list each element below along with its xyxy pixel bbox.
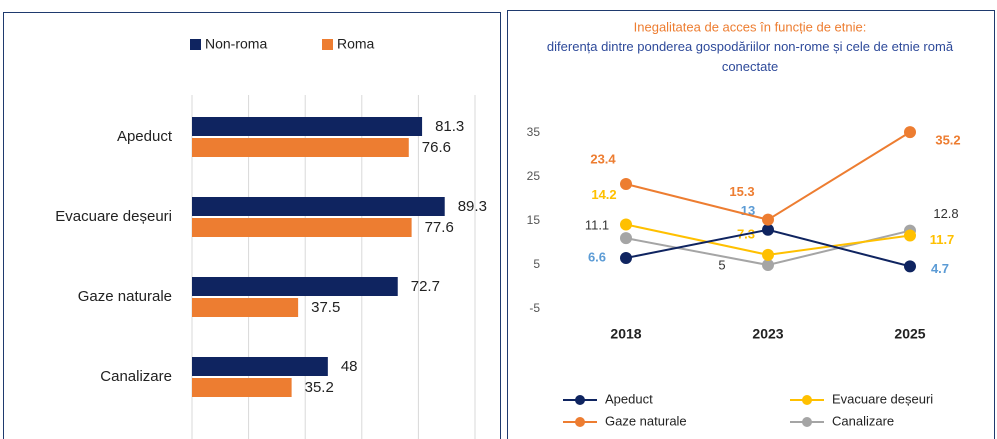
y-tick-label: 15 [527,213,541,227]
bar [192,138,409,157]
point [762,248,774,261]
y-tick-label: 25 [527,169,541,183]
x-tick-label: 2018 [610,326,641,342]
data-label: 35.2 [935,133,960,148]
point [620,232,632,245]
y-tick-label: Gaze naturale [78,288,172,305]
point [620,251,632,264]
point [620,218,632,231]
y-tick-label: Evacuare deșeuri [55,208,172,225]
legend-label: Evacuare deșeuri [832,391,933,406]
legend-swatch [190,39,201,50]
y-tick-label: Apeduct [117,128,173,145]
bar [192,197,445,216]
y-tick-label: 35 [527,125,541,139]
y-tick-label: Canalizare [100,368,172,385]
legend-label: Non-roma [205,36,267,52]
data-label: 81.3 [435,118,464,135]
bar [192,357,328,376]
data-label: 23.4 [590,151,616,166]
data-label: 4.7 [931,261,949,276]
data-label: 6.6 [588,249,606,264]
point [904,126,916,139]
legend-label: Roma [337,36,375,52]
y-tick-label: 5 [533,257,540,271]
chart-subtitle: diferența dintre ponderea gospodăriilor … [546,39,954,74]
data-label: 11.7 [930,232,955,247]
legend-label: Apeduct [605,391,653,406]
chart-title: Inegalitatea de acces în funcție de etni… [634,19,867,34]
legend-label: Canalizare [832,413,894,428]
bar [192,298,299,317]
subtitle-box: diferența dintre ponderea gospodăriilor … [546,39,954,74]
point [904,229,916,242]
legend-swatch [322,39,333,50]
legend-marker [575,395,585,405]
legend-marker [802,395,812,405]
x-tick-label: 2023 [752,326,783,342]
x-tick-label: 2025 [894,326,925,342]
data-label: 76.6 [422,139,451,156]
data-label: 14.2 [591,187,616,202]
data-label: 72.7 [411,278,440,295]
bar [192,277,398,296]
data-label: 37.5 [311,299,340,316]
data-label: 35.2 [305,379,334,396]
y-tick-label: -5 [529,301,540,315]
data-label: 5 [718,257,725,272]
bar [192,117,423,136]
series-line [625,131,911,221]
legend-marker [802,417,812,427]
bar [192,378,292,397]
data-label: 89.3 [458,198,487,215]
point [762,213,774,226]
data-label: 12.8 [933,206,958,221]
left-panel [3,12,501,439]
data-label: 48 [341,358,358,375]
bar [192,218,412,237]
legend-label: Gaze naturale [605,413,687,428]
data-label: 77.6 [425,219,454,236]
legend-marker [575,417,585,427]
point [620,178,632,191]
data-label: 15.3 [729,184,754,199]
point [904,260,916,273]
data-label: 11.1 [585,218,609,233]
point [762,223,774,236]
point [762,259,774,271]
right-panel [507,10,995,439]
